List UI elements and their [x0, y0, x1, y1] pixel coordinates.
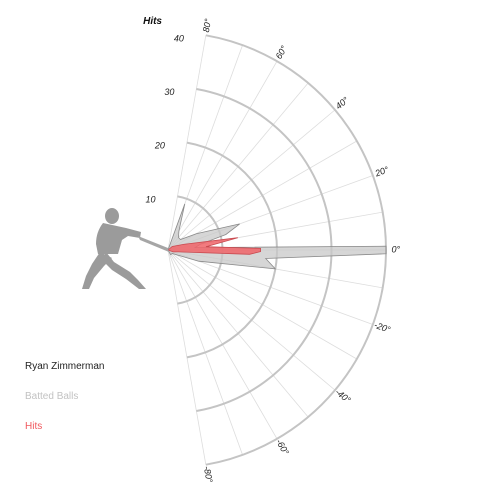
legend-hits: Hits	[25, 421, 43, 432]
angle-tick-label: -40°	[333, 387, 352, 406]
legend-batted-balls: Batted Balls	[25, 391, 79, 402]
angle-tick-label: 60°	[274, 44, 290, 61]
angle-gridline-80	[167, 35, 207, 251]
angle-tick-label: 40°	[334, 95, 351, 112]
radial-tick-label: 20	[154, 141, 165, 151]
radial-tick-label: 30	[164, 87, 174, 97]
legend-player-name: Ryan Zimmerman	[25, 361, 105, 372]
series-layer	[167, 203, 387, 270]
batter-silhouette-icon	[82, 208, 169, 289]
angle-tick-label: 0°	[392, 244, 401, 254]
radial-axis-title: Hits	[143, 16, 162, 27]
angle-tick-label: 80°	[201, 18, 213, 34]
angle-tick-label: -60°	[274, 437, 291, 457]
angle-tick-label: -20°	[373, 320, 392, 335]
series-hits	[167, 237, 261, 255]
angle-tick-label: -80°	[202, 465, 215, 483]
angle-gridline--80	[167, 249, 207, 465]
radial-tick-labels: 10 20 30 40	[145, 33, 183, 204]
radial-tick-label: 10	[145, 194, 155, 204]
angle-tick-label: 20°	[373, 164, 391, 179]
radial-tick-label: 40	[174, 33, 184, 43]
